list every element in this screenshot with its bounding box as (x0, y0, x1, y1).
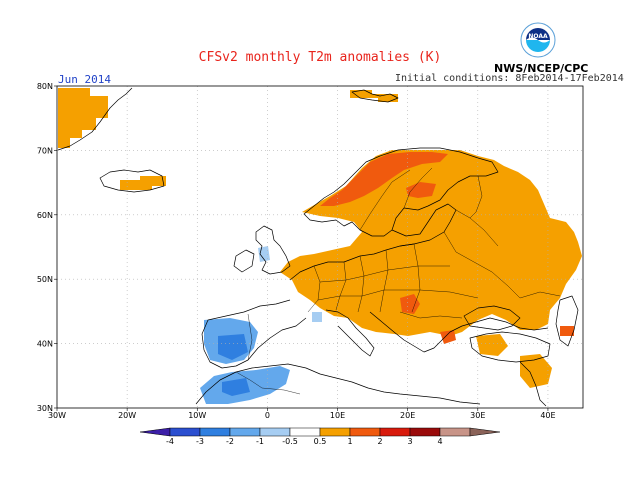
colorbar: -4 -3 -2 -1 -0.5 0.5 1 2 3 4 (139, 427, 501, 446)
coast-turkey (469, 331, 551, 363)
lat-tick-label: 30N (37, 404, 53, 413)
valid-period: Jun 2014 (58, 73, 111, 86)
colorbar-label: -2 (226, 437, 234, 446)
anomaly-field (58, 88, 582, 404)
colorbar-swatch (139, 427, 171, 437)
lon-tick-label: 30E (470, 411, 485, 420)
map-border (56, 85, 584, 409)
anomaly-channel-cool (312, 312, 322, 322)
border-2 (335, 261, 347, 311)
noaa-logo-text: NOAA (528, 33, 548, 40)
anomaly-norway-hot (320, 152, 448, 206)
border-3 (357, 255, 365, 313)
colorbar-swatch (289, 427, 321, 437)
colorbar-swatch (229, 427, 261, 437)
colorbar-label: -1 (256, 437, 264, 446)
border-9 (455, 209, 499, 247)
colorbar-swatch (319, 427, 351, 437)
colorbar-label: 3 (407, 437, 412, 446)
lat-tick-label: 50N (37, 275, 53, 284)
colorbar-swatch (469, 427, 501, 437)
country-borders (235, 167, 561, 395)
lat-tick-label: 80N (37, 82, 53, 91)
anomaly-greenland-warm (58, 88, 108, 148)
lat-tick-label: 60N (37, 211, 53, 220)
coast-britain (255, 225, 291, 275)
colorbar-swatch (259, 427, 291, 437)
border-5 (411, 243, 421, 313)
lon-tick-label: 0 (265, 411, 270, 420)
colorbar-label: 0.5 (314, 437, 327, 446)
coast-black-sea (463, 305, 521, 331)
border-14 (399, 311, 463, 319)
colorbar-label: 2 (377, 437, 382, 446)
border-6 (319, 265, 450, 283)
anomaly-caspian-hot (560, 326, 574, 336)
border-13 (247, 313, 253, 361)
border-10 (469, 175, 483, 219)
colorbar-label: 4 (437, 437, 442, 446)
map-axes: 30W 20W 10W 0 10E 20E 30E 40E 30N 40N 50N 60N 70N 80N (37, 82, 556, 420)
coast-baltic (391, 203, 457, 247)
initial-conditions: Initial conditions: 8Feb2014-17Feb2014 (395, 73, 624, 84)
chart-title: CFSv2 monthly T2m anomalies (K) (198, 50, 442, 65)
border-7 (317, 289, 479, 301)
coast-ireland (233, 249, 255, 273)
anomaly-iberia-cooler (218, 334, 248, 360)
lon-tick-label: 20E (400, 411, 415, 420)
coast-africa (195, 363, 481, 405)
colorbar-label: -4 (166, 437, 174, 446)
colorbar-swatch (379, 427, 411, 437)
lon-tick-label: 20W (118, 411, 136, 420)
noaa-logo-icon: NOAA (520, 22, 556, 58)
lon-tick-label: 40E (540, 411, 555, 420)
coast-iceland (99, 169, 165, 193)
lat-tick-label: 70N (37, 146, 53, 155)
colorbar-label: -0.5 (282, 437, 298, 446)
lon-tick-label: 10W (188, 411, 206, 420)
border-12 (359, 169, 411, 231)
border-8 (443, 231, 561, 299)
coast-italy (325, 309, 375, 357)
coast-scandinavia (303, 147, 499, 237)
anomaly-balkans-hot (400, 294, 420, 314)
lat-tick-label: 40N (37, 340, 53, 349)
anomaly-levant-warm (520, 354, 552, 388)
coast-svalbard (351, 89, 399, 103)
colorbar-swatch (199, 427, 231, 437)
border-11 (403, 167, 433, 209)
anomaly-anatolia-warm (476, 334, 508, 356)
colorbar-swatch (349, 427, 381, 437)
coastlines (57, 87, 579, 407)
border-15 (235, 371, 301, 395)
anomaly-svalbard-warm (350, 90, 398, 102)
lon-tick-label: 10E (330, 411, 345, 420)
colorbar-label: -3 (196, 437, 204, 446)
agency-label: NWS/NCEP/CPC (494, 62, 589, 75)
lon-tick-label: 30W (48, 411, 66, 420)
coast-iberia (201, 299, 307, 369)
coast-continent (289, 243, 415, 281)
colorbar-swatch (439, 427, 471, 437)
colorbar-label: 1 (347, 437, 352, 446)
colorbar-swatch (169, 427, 201, 437)
coast-greenland (57, 87, 133, 151)
coast-levant (519, 361, 547, 407)
anomaly-africa-cooler (222, 378, 250, 396)
anomaly-iceland-warm (120, 176, 166, 190)
border-1 (307, 265, 321, 313)
anomaly-greece-hot (440, 330, 456, 344)
coast-caspian (555, 295, 579, 347)
anomaly-kola-hot (406, 182, 436, 198)
colorbar-swatch (409, 427, 441, 437)
border-4 (379, 249, 389, 313)
